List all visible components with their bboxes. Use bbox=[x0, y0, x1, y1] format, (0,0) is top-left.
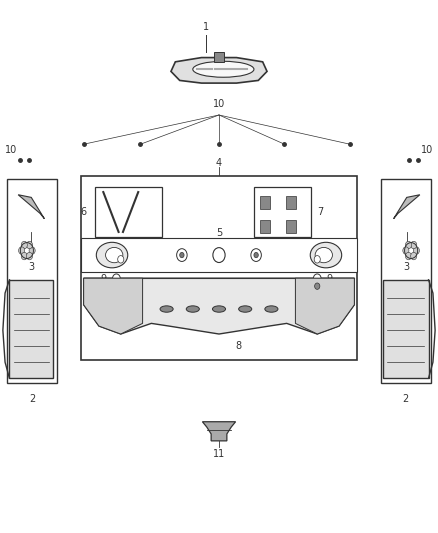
Circle shape bbox=[313, 274, 321, 284]
Text: 4: 4 bbox=[216, 158, 222, 168]
Ellipse shape bbox=[315, 247, 332, 263]
Circle shape bbox=[411, 241, 417, 249]
Ellipse shape bbox=[212, 306, 226, 312]
Text: 2: 2 bbox=[403, 394, 409, 405]
Text: 5: 5 bbox=[216, 228, 222, 238]
Polygon shape bbox=[295, 278, 354, 334]
Circle shape bbox=[406, 252, 412, 260]
Ellipse shape bbox=[106, 247, 123, 263]
Circle shape bbox=[254, 253, 258, 258]
Text: 7: 7 bbox=[317, 207, 324, 217]
Ellipse shape bbox=[310, 243, 342, 268]
Polygon shape bbox=[260, 196, 270, 209]
Text: 8: 8 bbox=[236, 341, 242, 351]
Polygon shape bbox=[394, 195, 420, 219]
Circle shape bbox=[21, 252, 27, 260]
Bar bbox=[7, 179, 57, 383]
Polygon shape bbox=[18, 195, 44, 219]
Circle shape bbox=[118, 256, 124, 263]
Bar bbox=[95, 187, 162, 237]
Text: B: B bbox=[216, 251, 222, 260]
Text: 10: 10 bbox=[420, 144, 433, 155]
Circle shape bbox=[113, 274, 120, 284]
Text: 11: 11 bbox=[213, 449, 225, 458]
Polygon shape bbox=[260, 220, 270, 233]
Bar bbox=[381, 179, 431, 383]
Circle shape bbox=[403, 247, 409, 254]
Circle shape bbox=[251, 249, 261, 262]
Circle shape bbox=[314, 256, 320, 263]
Text: 10: 10 bbox=[213, 99, 225, 109]
Circle shape bbox=[180, 253, 184, 258]
Circle shape bbox=[213, 248, 225, 263]
Circle shape bbox=[29, 247, 35, 254]
Polygon shape bbox=[383, 280, 428, 378]
Bar bbox=[254, 187, 311, 237]
Polygon shape bbox=[10, 280, 53, 378]
Text: 9: 9 bbox=[101, 274, 107, 284]
Circle shape bbox=[21, 241, 27, 249]
Text: 9: 9 bbox=[327, 274, 333, 284]
Circle shape bbox=[411, 252, 417, 260]
Text: 3: 3 bbox=[28, 262, 34, 271]
Ellipse shape bbox=[239, 306, 252, 312]
Ellipse shape bbox=[160, 306, 173, 312]
Polygon shape bbox=[202, 422, 236, 441]
Text: 1: 1 bbox=[203, 22, 209, 33]
Polygon shape bbox=[84, 278, 354, 334]
Ellipse shape bbox=[96, 243, 128, 268]
Circle shape bbox=[26, 252, 32, 260]
Polygon shape bbox=[286, 220, 296, 233]
Ellipse shape bbox=[193, 61, 254, 77]
Circle shape bbox=[26, 241, 32, 249]
Bar bbox=[81, 238, 357, 272]
Ellipse shape bbox=[186, 306, 199, 312]
Circle shape bbox=[177, 249, 187, 262]
Ellipse shape bbox=[265, 306, 278, 312]
Text: 3: 3 bbox=[404, 262, 410, 271]
Polygon shape bbox=[171, 58, 267, 83]
Bar bbox=[214, 52, 224, 62]
Circle shape bbox=[314, 283, 320, 289]
Circle shape bbox=[406, 241, 412, 249]
Circle shape bbox=[413, 247, 420, 254]
Text: 6: 6 bbox=[81, 207, 87, 217]
Text: 2: 2 bbox=[29, 394, 35, 405]
Circle shape bbox=[18, 247, 25, 254]
Text: 10: 10 bbox=[5, 144, 18, 155]
Polygon shape bbox=[84, 278, 143, 334]
Bar bbox=[81, 176, 357, 360]
Polygon shape bbox=[286, 196, 296, 209]
